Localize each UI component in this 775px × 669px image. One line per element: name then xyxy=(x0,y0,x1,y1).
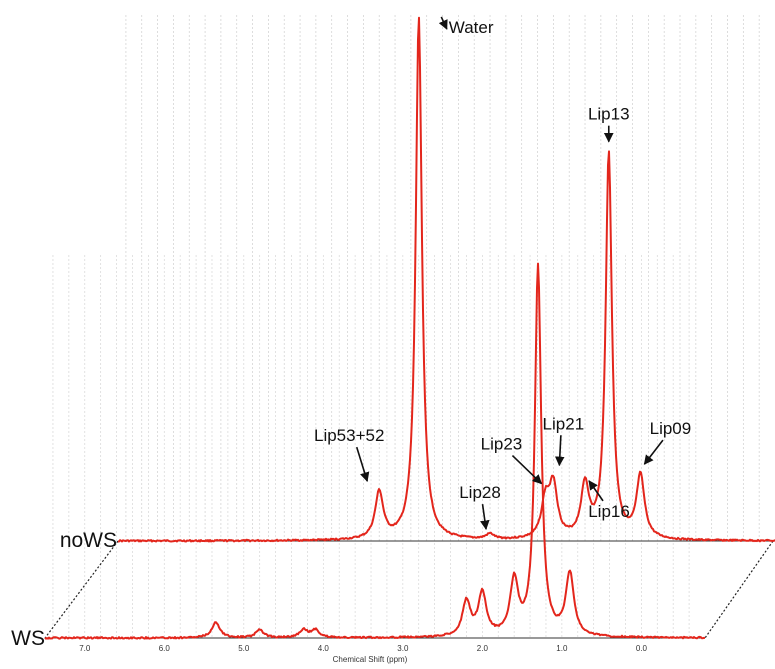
peak-arrow xyxy=(511,454,543,485)
peak-arrow xyxy=(480,503,490,531)
peak-label: Lip53+52 xyxy=(314,426,384,445)
x-tick-labels: 7.0 6.0 5.0 4.0 3.0 2.0 1.0 0.0 xyxy=(79,644,647,653)
x-tick-label: 6.0 xyxy=(159,644,171,653)
trace-WS xyxy=(44,262,705,640)
peak-arrow xyxy=(438,16,448,30)
peak-label: Lip09 xyxy=(650,419,692,438)
peak-label: Lip16 xyxy=(588,502,630,521)
grid-back xyxy=(125,15,760,541)
x-tick-label: 3.0 xyxy=(397,644,409,653)
x-tick-label: 0.0 xyxy=(636,644,648,653)
peak-annotations: Lip53+52 Water Lip28 Lip23 Lip21 Lip16 Lip13 Li… xyxy=(314,16,692,531)
peak-label: Lip23 xyxy=(481,435,523,454)
spectrum-traces xyxy=(44,16,775,640)
trace-noWS xyxy=(118,16,775,543)
x-axis-label: Chemical Shift (ppm) xyxy=(333,655,408,664)
peak-arrow xyxy=(588,480,604,502)
x-tick-label: 5.0 xyxy=(238,644,250,653)
plane-left-edge xyxy=(44,540,119,639)
x-tick-label: 4.0 xyxy=(318,644,330,653)
peak-arrow xyxy=(355,446,370,482)
x-tick-label: 2.0 xyxy=(477,644,489,653)
x-tick-label: 1.0 xyxy=(556,644,568,653)
series-label-WS: WS xyxy=(11,627,45,650)
series-label-noWS: noWS xyxy=(60,529,117,552)
grid-front xyxy=(52,255,690,638)
peak-label: Lip13 xyxy=(588,105,630,124)
plane-frame xyxy=(44,540,775,639)
peak-label: Lip21 xyxy=(543,414,585,433)
plane-right-edge xyxy=(704,540,774,639)
peak-arrow xyxy=(643,439,664,465)
peak-label: Water xyxy=(449,18,494,37)
x-tick-label: 7.0 xyxy=(79,644,91,653)
peak-label: Lip28 xyxy=(459,483,501,502)
peak-arrow xyxy=(554,435,565,467)
